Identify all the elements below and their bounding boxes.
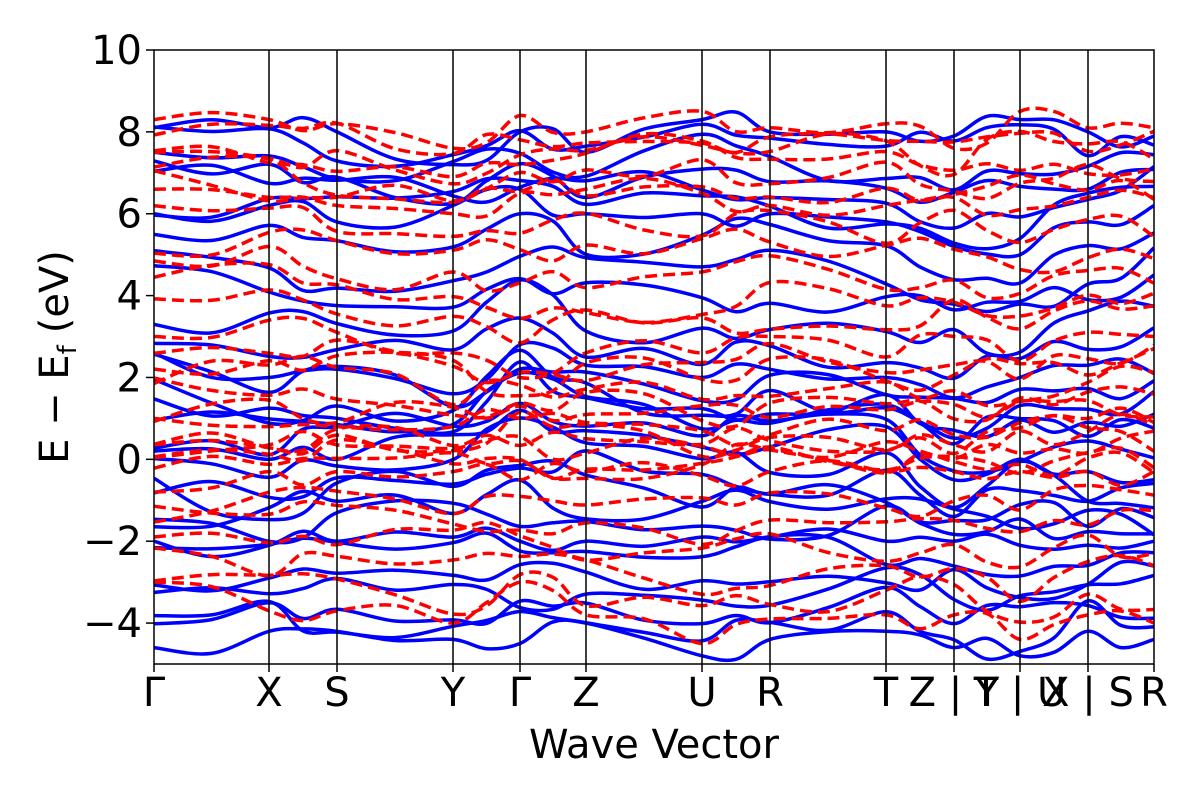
y-axis-label-unit: (eV) [32, 250, 78, 333]
x-tick-label: R [756, 670, 784, 716]
y-tick-label: 4 [117, 274, 142, 320]
x-axis-label: Wave Vector [529, 722, 780, 768]
x-tick-label: X | S [1042, 670, 1134, 716]
plot-frame [153, 49, 1155, 665]
y-axis-label-subscript: f [53, 344, 83, 354]
y-tick-label: −4 [83, 601, 142, 647]
x-tick-label: U [687, 670, 716, 716]
spin-down-band-line [154, 570, 1154, 625]
spin-up-band-line [154, 211, 1154, 286]
y-tick-label: 6 [117, 192, 142, 238]
y-tick-label: −2 [83, 519, 142, 565]
x-tick-label: Γ [509, 670, 532, 716]
x-tick-label: Y [440, 670, 466, 716]
y-axis-ticks: −4 −2 0 2 4 6 8 10 [83, 28, 154, 647]
y-tick-label: 8 [117, 110, 142, 156]
x-tick-label: X [255, 670, 282, 716]
x-tick-label: T | U [973, 670, 1067, 716]
x-tick-label: S [324, 670, 349, 716]
y-axis-label-main: E − E [32, 354, 78, 464]
x-tick-label: Z | Y [909, 670, 1000, 716]
y-tick-label: 0 [117, 437, 142, 483]
x-tick-label: T [873, 670, 899, 716]
x-tick-label: Γ [143, 670, 166, 716]
y-tick-label: 10 [91, 28, 142, 74]
x-tick-label: R [1140, 670, 1168, 716]
band-lines [154, 106, 1154, 663]
x-tick-label: Z [572, 670, 599, 716]
spin-up-band-line [154, 109, 1154, 167]
kpoint-divider-lines [268, 50, 1089, 664]
y-axis-label: E − Ef (eV) [32, 250, 83, 464]
y-tick-label: 2 [117, 355, 142, 401]
plot-area [153, 49, 1155, 665]
